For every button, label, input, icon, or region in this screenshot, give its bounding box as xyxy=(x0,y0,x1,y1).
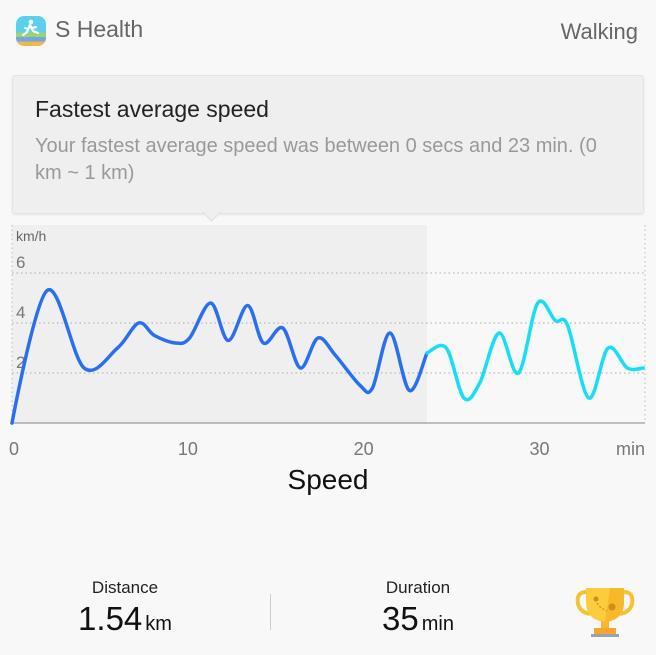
trophy-icon[interactable] xyxy=(574,580,636,642)
distance-stat: Distance 1.54 km xyxy=(55,578,195,638)
y-tick-label: 4 xyxy=(16,303,25,322)
stats-divider xyxy=(270,594,271,630)
app-title: S Health xyxy=(55,16,144,42)
duration-label: Duration xyxy=(385,578,451,597)
tooltip-title: Fastest average speed xyxy=(35,96,269,122)
fastest-speed-tooltip: Fastest average speed Your fastest avera… xyxy=(12,75,644,214)
speed-chart[interactable]: 2 4 6 km/h 0 10 20 30 min xyxy=(0,220,656,460)
y-tick-label: 2 xyxy=(16,353,25,372)
x-tick-label: 20 xyxy=(354,439,374,459)
speed-series-line-1 xyxy=(10,288,429,425)
y-axis-label: km/h xyxy=(16,228,46,244)
tooltip-body: Your fastest average speed was between 0… xyxy=(35,135,597,184)
activity-type-button[interactable]: Walking xyxy=(560,19,638,44)
s-health-app-icon xyxy=(16,16,46,46)
distance-label: Distance xyxy=(91,578,159,597)
duration-stat: Duration 35 min xyxy=(348,578,488,638)
x-tick-label: 10 xyxy=(178,439,198,459)
duration-value: 35 xyxy=(382,600,419,637)
y-tick-label: 6 xyxy=(16,253,25,272)
chart-title: Speed xyxy=(287,464,369,495)
distance-value: 1.54 xyxy=(78,600,143,637)
speed-series-line-2 xyxy=(425,299,645,402)
x-axis-label: min xyxy=(616,439,645,459)
x-tick-label: 30 xyxy=(529,439,549,459)
duration-unit: min xyxy=(421,613,454,635)
distance-unit: km xyxy=(145,613,172,635)
x-tick-label: 0 xyxy=(9,439,19,459)
running-person-icon xyxy=(21,19,40,37)
